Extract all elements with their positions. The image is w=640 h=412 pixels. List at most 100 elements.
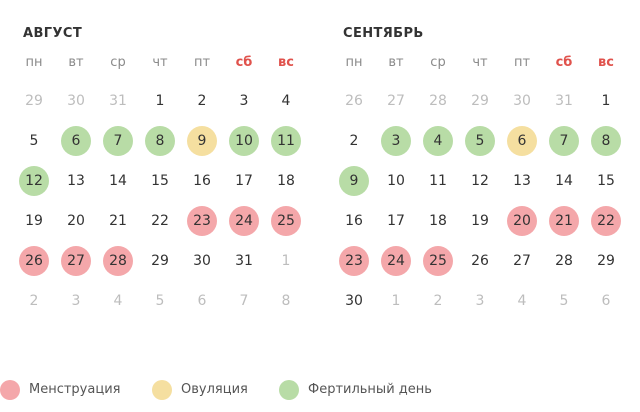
- day-cell[interactable]: 2: [333, 126, 375, 156]
- day-cell[interactable]: 21: [97, 206, 139, 236]
- day-cell[interactable]: 29: [139, 246, 181, 276]
- day-cell-other-month[interactable]: 5: [139, 286, 181, 316]
- day-cell[interactable]: 20: [55, 206, 97, 236]
- day-number: 5: [475, 133, 485, 149]
- day-cell[interactable]: 27: [501, 246, 543, 276]
- month-title: АВГУСТ: [23, 26, 83, 41]
- day-number: 29: [597, 253, 615, 269]
- day-cell-fertile[interactable]: 8: [139, 126, 181, 156]
- day-cell-menstruation[interactable]: 28: [97, 246, 139, 276]
- day-cell-other-month[interactable]: 2: [13, 286, 55, 316]
- day-cell-menstruation[interactable]: 24: [375, 246, 417, 276]
- day-cell[interactable]: 18: [417, 206, 459, 236]
- day-number: 1: [391, 293, 401, 309]
- day-cell-fertile[interactable]: 7: [543, 126, 585, 156]
- day-cell-fertile[interactable]: 3: [375, 126, 417, 156]
- day-number: 13: [513, 173, 531, 189]
- day-cell-menstruation[interactable]: 25: [417, 246, 459, 276]
- day-cell-menstruation[interactable]: 24: [223, 206, 265, 236]
- day-cell[interactable]: 1: [139, 86, 181, 116]
- day-cell-other-month[interactable]: 31: [97, 86, 139, 116]
- day-cell-other-month[interactable]: 5: [543, 286, 585, 316]
- day-cell-fertile[interactable]: 10: [223, 126, 265, 156]
- day-cell-other-month[interactable]: 1: [375, 286, 417, 316]
- day-cell-fertile[interactable]: 5: [459, 126, 501, 156]
- day-cell-fertile[interactable]: 4: [417, 126, 459, 156]
- day-cell[interactable]: 5: [13, 126, 55, 156]
- day-cell[interactable]: 19: [13, 206, 55, 236]
- day-cell[interactable]: 16: [181, 166, 223, 196]
- day-cell[interactable]: 30: [181, 246, 223, 276]
- day-cell[interactable]: 10: [375, 166, 417, 196]
- day-cell-fertile[interactable]: 8: [585, 126, 627, 156]
- day-cell-other-month[interactable]: 3: [55, 286, 97, 316]
- day-cell-other-month[interactable]: 30: [501, 86, 543, 116]
- day-cell[interactable]: 16: [333, 206, 375, 236]
- day-cell-other-month[interactable]: 4: [501, 286, 543, 316]
- day-cell-other-month[interactable]: 29: [13, 86, 55, 116]
- day-cell-ovulation[interactable]: 6: [501, 126, 543, 156]
- day-cell[interactable]: 15: [585, 166, 627, 196]
- day-cell-fertile[interactable]: 6: [55, 126, 97, 156]
- day-cell-menstruation[interactable]: 22: [585, 206, 627, 236]
- day-cell[interactable]: 17: [375, 206, 417, 236]
- day-number: 11: [277, 133, 295, 149]
- day-cell[interactable]: 17: [223, 166, 265, 196]
- day-cell-menstruation[interactable]: 21: [543, 206, 585, 236]
- day-cell[interactable]: 31: [223, 246, 265, 276]
- day-cell-other-month[interactable]: 3: [459, 286, 501, 316]
- day-cell[interactable]: 30: [333, 286, 375, 316]
- day-cell[interactable]: 13: [55, 166, 97, 196]
- day-cell[interactable]: 29: [585, 246, 627, 276]
- day-cell[interactable]: 4: [265, 86, 307, 116]
- day-cell[interactable]: 18: [265, 166, 307, 196]
- day-cell[interactable]: 11: [417, 166, 459, 196]
- day-cell-other-month[interactable]: 7: [223, 286, 265, 316]
- day-cell-other-month[interactable]: 4: [97, 286, 139, 316]
- legend-label: Менструация: [29, 382, 121, 397]
- day-cell-fertile[interactable]: 12: [13, 166, 55, 196]
- day-number: 21: [109, 213, 127, 229]
- day-cell-other-month[interactable]: 6: [181, 286, 223, 316]
- day-cell-fertile[interactable]: 9: [333, 166, 375, 196]
- day-cell[interactable]: 2: [181, 86, 223, 116]
- legend: Менструация Овуляция Фертильный день: [0, 378, 640, 402]
- day-cell-menstruation[interactable]: 20: [501, 206, 543, 236]
- day-cell-menstruation[interactable]: 23: [181, 206, 223, 236]
- day-cell-menstruation[interactable]: 25: [265, 206, 307, 236]
- day-cell[interactable]: 13: [501, 166, 543, 196]
- day-cell-other-month[interactable]: 29: [459, 86, 501, 116]
- day-cell[interactable]: 15: [139, 166, 181, 196]
- day-cell-menstruation[interactable]: 23: [333, 246, 375, 276]
- day-cell-other-month[interactable]: 1: [265, 246, 307, 276]
- ovulation-marker: [187, 126, 217, 156]
- day-cell-other-month[interactable]: 28: [417, 86, 459, 116]
- day-number: 24: [235, 213, 253, 229]
- day-cell[interactable]: 14: [543, 166, 585, 196]
- day-cell-fertile[interactable]: 11: [265, 126, 307, 156]
- day-cell[interactable]: 26: [459, 246, 501, 276]
- day-cell-other-month[interactable]: 8: [265, 286, 307, 316]
- day-cell[interactable]: 19: [459, 206, 501, 236]
- day-cell-fertile[interactable]: 7: [97, 126, 139, 156]
- day-number: 5: [29, 133, 39, 149]
- day-cell-ovulation[interactable]: 9: [181, 126, 223, 156]
- menstruation-marker: [339, 246, 369, 276]
- day-number: 27: [513, 253, 531, 269]
- day-cell-other-month[interactable]: 31: [543, 86, 585, 116]
- weekday-header: вс: [278, 55, 294, 70]
- day-cell[interactable]: 22: [139, 206, 181, 236]
- day-number: 3: [391, 133, 401, 149]
- day-cell[interactable]: 1: [585, 86, 627, 116]
- day-cell-other-month[interactable]: 26: [333, 86, 375, 116]
- day-cell-other-month[interactable]: 6: [585, 286, 627, 316]
- day-cell-other-month[interactable]: 27: [375, 86, 417, 116]
- day-cell[interactable]: 3: [223, 86, 265, 116]
- day-cell-other-month[interactable]: 30: [55, 86, 97, 116]
- day-cell[interactable]: 28: [543, 246, 585, 276]
- day-cell[interactable]: 14: [97, 166, 139, 196]
- day-cell-menstruation[interactable]: 27: [55, 246, 97, 276]
- day-cell-other-month[interactable]: 2: [417, 286, 459, 316]
- day-cell[interactable]: 12: [459, 166, 501, 196]
- day-cell-menstruation[interactable]: 26: [13, 246, 55, 276]
